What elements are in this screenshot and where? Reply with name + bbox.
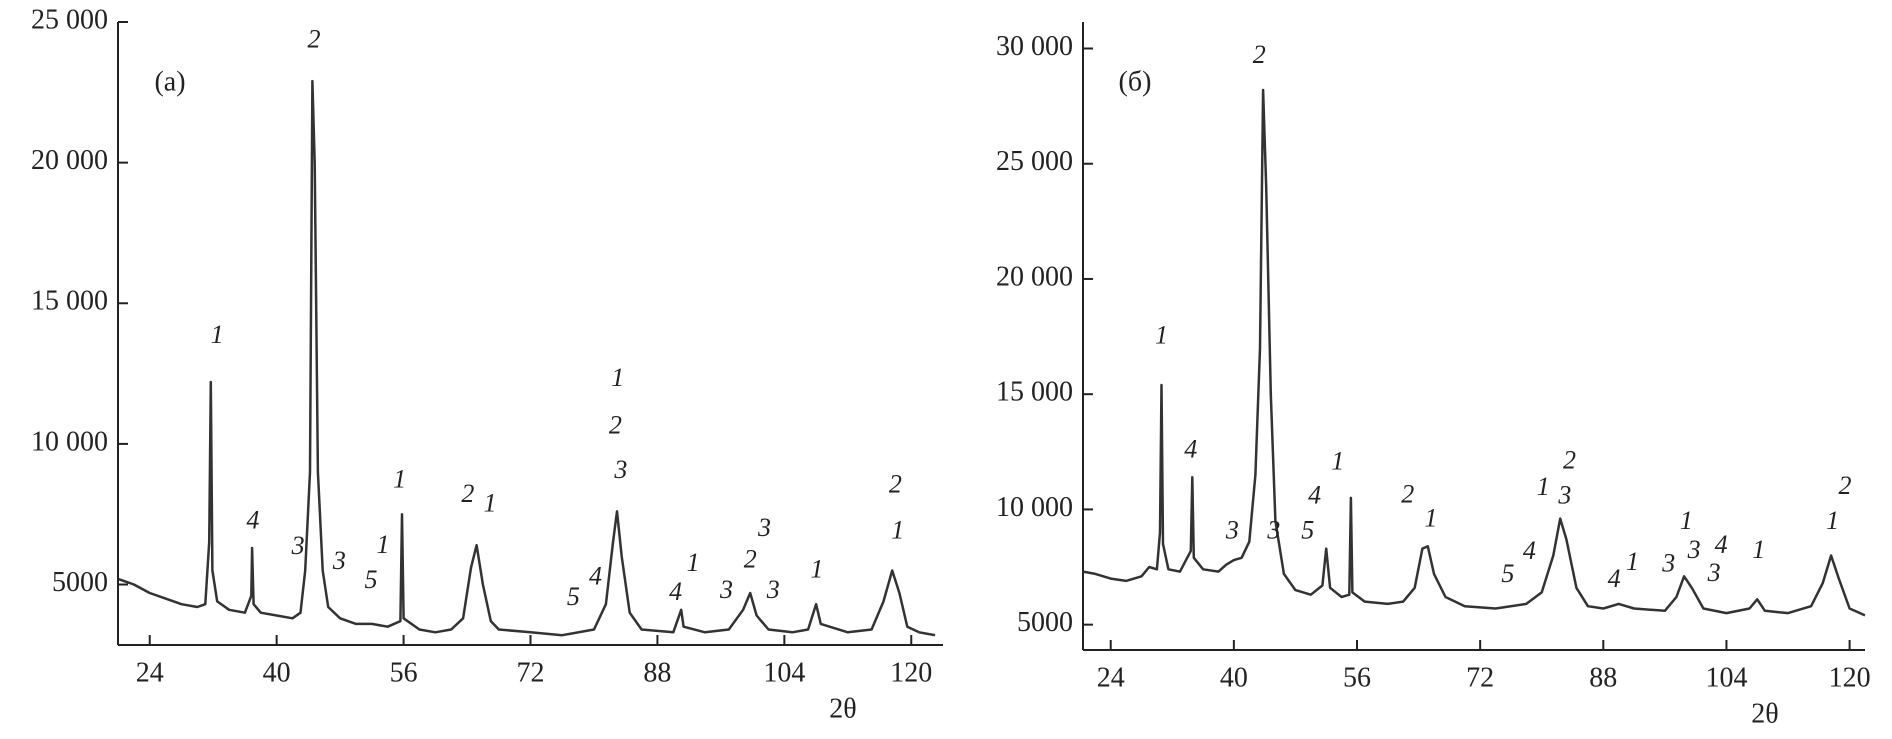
x-tick-label: 88 (643, 657, 671, 688)
peak-label: 4 (1608, 564, 1621, 593)
x-tick-label: 40 (1220, 662, 1248, 693)
peak-label: 3 (719, 575, 733, 604)
peak-label: 2 (307, 25, 320, 54)
panel-label: (б) (1119, 66, 1152, 97)
peak-label: 1 (810, 554, 823, 583)
x-tick-label: 72 (1466, 662, 1494, 693)
peak-label: 3 (1687, 535, 1701, 564)
peak-label: 1 (1826, 506, 1839, 535)
x-tick-label: 56 (390, 657, 418, 688)
y-tick-label: 30 000 (996, 31, 1073, 62)
peak-label: 1 (1424, 503, 1437, 532)
peak-label: 1 (611, 363, 624, 392)
x-tick-label: 40 (263, 657, 291, 688)
peak-label: 2 (889, 470, 902, 499)
peak-label: 1 (1626, 547, 1639, 576)
x-axis-label: 2θ (1751, 698, 1778, 729)
peak-label: 1 (393, 465, 406, 494)
y-tick-label: 25 000 (996, 146, 1073, 177)
peak-label: 2 (461, 479, 474, 508)
x-tick-label: 72 (517, 657, 545, 688)
y-tick-label: 15 000 (996, 377, 1073, 408)
peak-label: 2 (1838, 471, 1851, 500)
peak-label: 2 (1253, 40, 1266, 69)
peak-label: 3 (766, 575, 780, 604)
peak-label: 1 (211, 320, 224, 349)
data-line (1082, 88, 1866, 617)
peak-label: 4 (1308, 481, 1321, 510)
x-axis-label: 2θ (829, 693, 856, 724)
peak-label: 5 (1301, 516, 1314, 545)
peak-label: 1 (1537, 472, 1550, 501)
peak-label: 1 (1752, 535, 1765, 564)
peak-label: 1 (891, 515, 904, 544)
peak-label: 3 (1661, 548, 1675, 577)
peak-label: 2 (1401, 479, 1414, 508)
peak-label: 3 (1557, 481, 1571, 510)
x-tick-label: 104 (1705, 662, 1747, 693)
x-tick-label: 24 (1097, 662, 1125, 693)
x-tick-label: 120 (1829, 662, 1871, 693)
peak-label: 1 (1680, 506, 1693, 535)
y-tick-label: 25 000 (31, 4, 108, 35)
x-tick-label: 56 (1343, 662, 1371, 693)
peak-label: 1 (376, 530, 389, 559)
peak-label: 3 (291, 531, 305, 560)
data-line (117, 79, 936, 637)
peak-label: 2 (609, 410, 622, 439)
peak-label: 5 (567, 582, 580, 611)
peak-label: 4 (1523, 536, 1536, 565)
peak-label: 3 (1266, 516, 1280, 545)
peak-label: 4 (1184, 435, 1197, 464)
peak-label: 5 (1501, 559, 1514, 588)
x-tick-label: 88 (1589, 662, 1617, 693)
peak-label: 1 (1155, 321, 1168, 350)
x-tick-label: 24 (136, 657, 164, 688)
peak-label: 2 (744, 544, 757, 573)
y-tick-label: 20 000 (31, 145, 108, 176)
peak-label: 3 (613, 455, 627, 484)
peak-label: 1 (1331, 447, 1344, 476)
peak-label: 4 (1715, 530, 1728, 559)
panel-label: (a) (154, 66, 185, 97)
peak-label: 3 (332, 546, 346, 575)
peak-label: 4 (669, 577, 682, 606)
peak-label: 1 (687, 548, 700, 577)
peak-label: 1 (484, 489, 497, 518)
peak-label: 3 (757, 513, 771, 542)
y-tick-label: 5000 (1017, 607, 1073, 638)
y-tick-label: 10 000 (996, 492, 1073, 523)
peak-label: 2 (1563, 445, 1576, 474)
x-tick-label: 104 (763, 657, 805, 688)
y-tick-label: 10 000 (31, 426, 108, 457)
peak-label: 3 (1225, 516, 1239, 545)
y-tick-label: 15 000 (31, 286, 108, 317)
y-tick-label: 5000 (52, 567, 108, 598)
y-tick-label: 20 000 (996, 261, 1073, 292)
peak-label: 4 (246, 506, 259, 535)
peak-label: 5 (365, 565, 378, 594)
x-tick-label: 120 (890, 657, 932, 688)
peak-label: 3 (1707, 558, 1721, 587)
peak-label: 4 (589, 562, 602, 591)
